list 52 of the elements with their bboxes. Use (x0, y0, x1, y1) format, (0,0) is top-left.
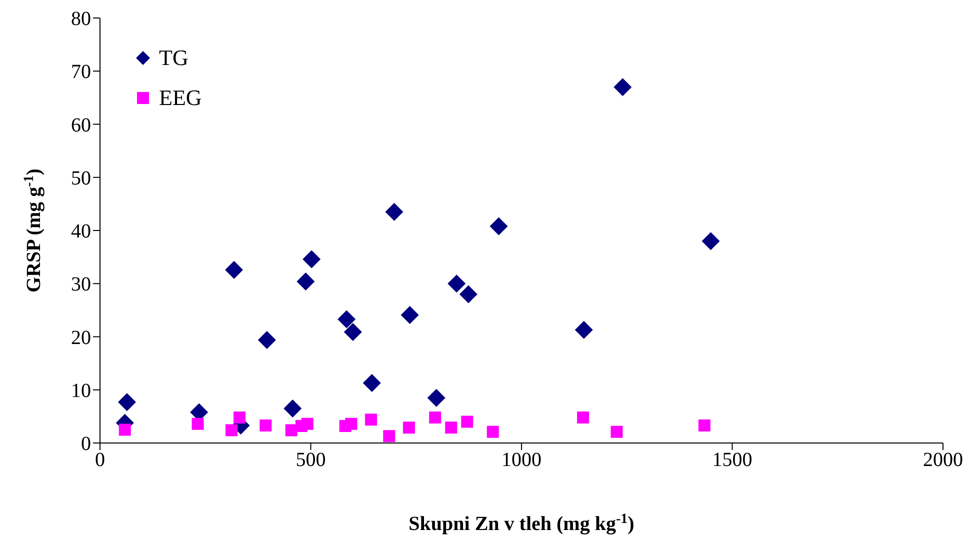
point (385, 202, 404, 221)
point (445, 422, 458, 434)
y-tick-label: 0 (81, 433, 91, 456)
point (698, 419, 710, 432)
point (402, 422, 415, 434)
x-tick-label: 1500 (712, 449, 752, 472)
y-tick-label: 10 (71, 380, 91, 402)
point (296, 272, 315, 290)
point (610, 426, 623, 438)
point (302, 250, 321, 268)
point (344, 322, 362, 341)
point (234, 412, 246, 424)
legend-label: TG (159, 45, 188, 71)
point (365, 414, 378, 426)
point (429, 412, 442, 424)
point (486, 426, 499, 438)
point (345, 418, 358, 430)
y-tick-label: 20 (71, 326, 91, 349)
x-tick-label: 2000 (923, 449, 963, 472)
point (574, 320, 593, 339)
point (461, 416, 474, 428)
point (301, 418, 314, 430)
point (490, 217, 508, 236)
y-tick-label: 60 (71, 114, 91, 136)
y-tick-label: 40 (71, 220, 91, 243)
point (702, 232, 720, 250)
point (383, 430, 396, 442)
point (118, 424, 131, 436)
point (258, 330, 276, 349)
point (226, 424, 238, 436)
x-tick-label: 0 (95, 449, 105, 472)
y-tick-label: 80 (71, 8, 91, 30)
point (614, 78, 632, 96)
y-tick-label: 50 (71, 167, 91, 190)
point (427, 388, 446, 407)
x-tick-label: 500 (296, 449, 326, 472)
y-tick-label: 70 (71, 61, 91, 84)
point (192, 418, 204, 430)
point (260, 419, 272, 432)
point (459, 285, 478, 304)
x-axis-title: Skupni Zn v tleh (mg kg$^{-1}$) (408, 512, 634, 535)
point (362, 374, 381, 392)
point (118, 393, 136, 412)
point (225, 260, 244, 279)
y-tick-label: 30 (71, 274, 91, 296)
point (400, 306, 419, 324)
point (448, 274, 466, 293)
point (338, 310, 356, 328)
point (577, 412, 590, 424)
x-tick-label: 1000 (502, 449, 542, 472)
point (284, 399, 302, 418)
legend-label: EEG (159, 85, 202, 111)
